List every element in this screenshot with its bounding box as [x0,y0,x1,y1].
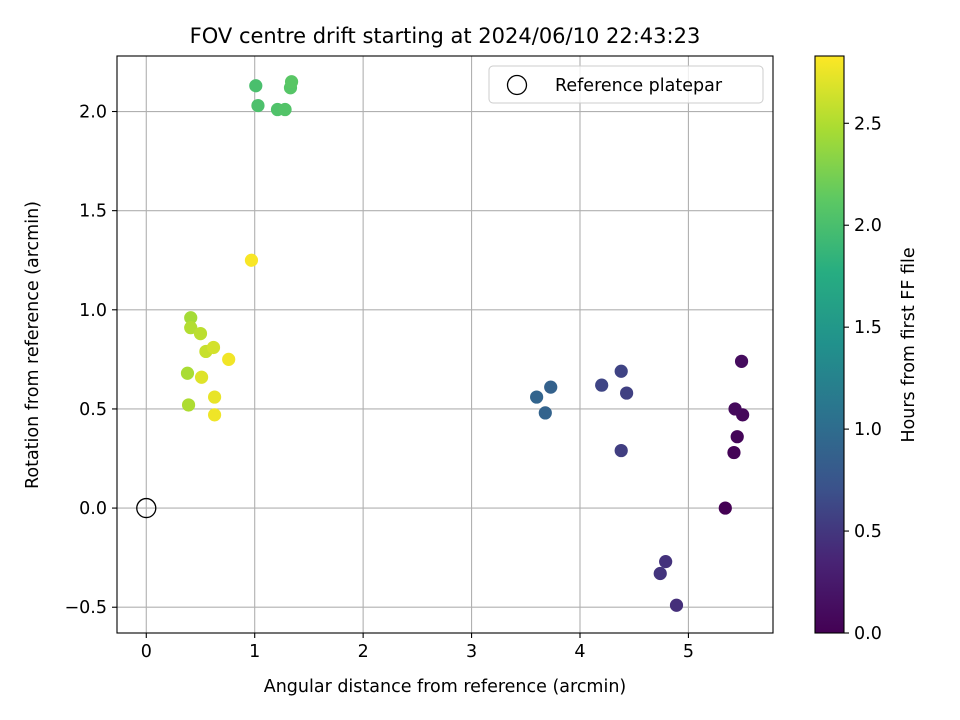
legend-reference-icon [506,74,528,96]
grid [117,56,773,633]
data-point [207,390,222,404]
legend: Reference platepar [488,65,764,104]
data-point [614,443,628,458]
x-axis-label: Angular distance from reference (arcmin) [264,677,627,697]
y-tick-label: 1.0 [79,301,107,321]
chart-title: FOV centre drift starting at 2024/06/10 … [190,24,701,48]
colorbar [814,55,845,634]
colorbar-tick-label: 1.0 [854,420,882,440]
x-axis-ticks: 0 1 2 3 4 5 [141,633,694,662]
x-tick-label: 5 [683,642,694,662]
reference-platepar-marker [136,497,157,519]
y-tick-label: 0.5 [79,400,107,420]
data-point [278,102,292,117]
data-point [222,352,236,366]
colorbar-ticks: 0.0 0.5 1.0 1.5 2.0 2.5 [844,114,882,644]
data-point [727,445,741,460]
data-point [530,390,544,404]
data-points [180,75,750,612]
data-point [669,598,684,612]
data-point [653,566,667,581]
data-point [251,98,265,113]
data-point [614,364,628,378]
data-point [180,366,195,380]
data-point [194,370,209,384]
data-point [659,555,673,569]
data-point [595,378,609,392]
data-point [718,501,732,515]
data-point [734,354,749,368]
colorbar-tick-label: 2.5 [854,114,882,134]
colorbar-tick-label: 0.5 [854,522,882,542]
y-tick-label: 1.5 [79,202,107,222]
data-point [620,386,634,400]
data-point [730,430,744,444]
colorbar-tick-label: 1.5 [854,318,882,338]
data-point [249,79,263,93]
data-point [184,321,198,335]
data-point [207,408,222,422]
data-point [284,75,299,89]
x-tick-label: 3 [466,642,477,662]
y-axis-ticks: −0.5 0.0 0.5 1.0 1.5 2.0 [65,103,117,618]
data-point [181,398,196,412]
x-tick-label: 4 [574,642,585,662]
x-tick-label: 2 [358,642,369,662]
data-point [244,253,259,267]
data-point [544,380,558,394]
colorbar-tick-label: 2.0 [854,216,882,236]
y-tick-label: −0.5 [65,598,108,618]
data-point [184,311,198,325]
y-axis-label: Rotation from reference (arcmin) [23,201,43,489]
x-tick-label: 0 [141,642,152,662]
legend-entry-label: Reference platepar [555,76,723,96]
colorbar-label: Hours from first FF file [899,247,919,442]
data-point [728,402,742,416]
x-tick-label: 1 [249,642,260,662]
reference-marker-layer [136,497,157,519]
y-tick-label: 0.0 [79,499,107,519]
data-point [538,406,552,420]
colorbar-tick-label: 0.0 [854,624,882,644]
legend-box [488,65,764,104]
data-point [193,326,208,341]
y-tick-label: 2.0 [79,103,107,123]
plot-frame [116,55,774,634]
data-point [206,340,221,355]
